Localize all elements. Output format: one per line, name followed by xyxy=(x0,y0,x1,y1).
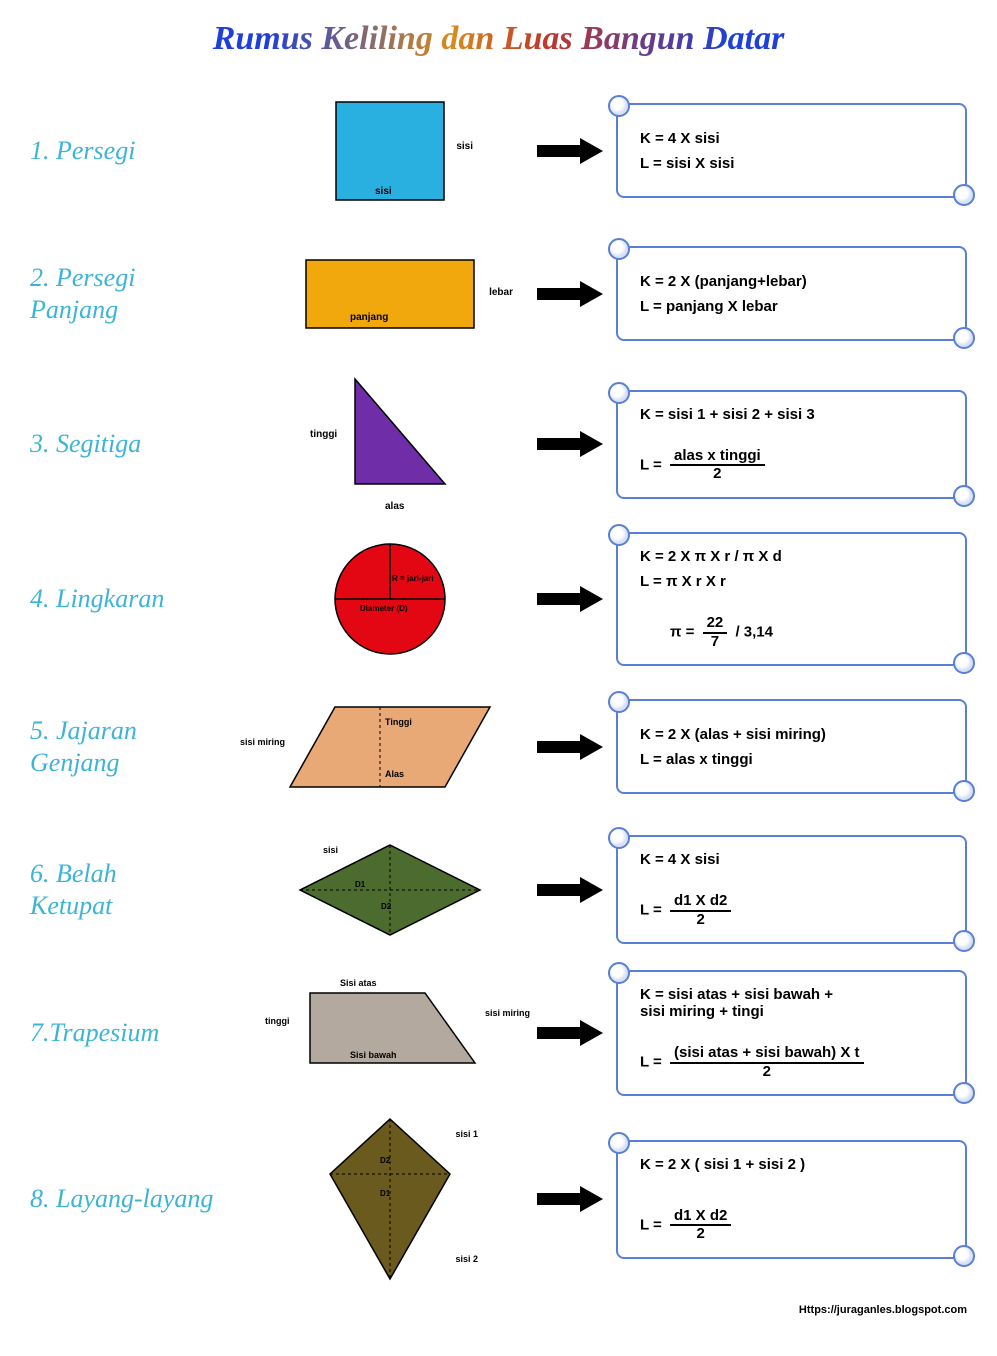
shape-name: 3. Segitiga xyxy=(30,428,250,459)
arrow-icon xyxy=(535,279,605,309)
formula-scroll: K = 2 X (alas + sisi miring) L = alas x … xyxy=(616,699,967,794)
shape-figure-triangle: tinggi alas xyxy=(250,374,530,514)
formula-k: K = 2 X (panjang+lebar) xyxy=(640,273,947,290)
formula-scroll: K = 2 X (panjang+lebar) L = panjang X le… xyxy=(616,246,967,341)
row-persegi: 1. Persegi sisi sisi K = 4 X sisi L = si… xyxy=(30,88,967,213)
row-lingkaran: 4. Lingkaran R = jari-jari Diameter (D) … xyxy=(30,532,967,666)
row-trapesium: 7.Trapesium Sisi atas Sisi bawah tinggi … xyxy=(30,970,967,1096)
arrow-icon xyxy=(535,732,605,762)
shape-name: 1. Persegi xyxy=(30,135,250,166)
arrow-icon xyxy=(535,584,605,614)
shape-name: 2. Persegi Panjang xyxy=(30,262,250,324)
formula-scroll: K = sisi 1 + sisi 2 + sisi 3 L = alas x … xyxy=(616,390,967,499)
page-title: Rumus Keliling dan Luas Bangun Datar xyxy=(30,20,967,58)
formula-k: K = 2 X π X r / π X d xyxy=(640,548,947,565)
formula-l: L = (sisi atas + sisi bawah) X t2 xyxy=(640,1028,947,1080)
shape-name: 7.Trapesium xyxy=(30,1017,250,1048)
row-persegi-panjang: 2. Persegi Panjang lebar panjang K = 2 X… xyxy=(30,231,967,356)
arrow-icon xyxy=(535,1184,605,1214)
shape-figure-kite: sisi 1 sisi 2 D1 D2 xyxy=(250,1114,530,1284)
shape-figure-trapezoid: Sisi atas Sisi bawah tinggi sisi miring xyxy=(250,978,530,1088)
shape-name: 8. Layang-layang xyxy=(30,1183,250,1214)
formula-scroll: K = 4 X sisi L = sisi X sisi xyxy=(616,103,967,198)
formula-l: L = π X r X r xyxy=(640,573,947,590)
formula-l: L = sisi X sisi xyxy=(640,155,947,172)
shape-name: 5. Jajaran Genjang xyxy=(30,715,250,777)
formula-k: K = 2 X (alas + sisi miring) xyxy=(640,726,947,743)
formula-k: K = 2 X ( sisi 1 + sisi 2 ) xyxy=(640,1156,947,1173)
shape-figure-parallelogram: sisi miring Tinggi Alas xyxy=(250,697,530,797)
shape-figure-circle: R = jari-jari Diameter (D) xyxy=(250,539,530,659)
arrow-icon xyxy=(535,875,605,905)
formula-scroll: K = sisi atas + sisi bawah + sisi miring… xyxy=(616,970,967,1096)
arrow-icon xyxy=(535,136,605,166)
formula-k: K = sisi atas + sisi bawah + sisi miring… xyxy=(640,986,947,1020)
formula-pi: π = 227 / 3,14 xyxy=(640,598,947,650)
formula-l: L = d1 X d22 xyxy=(640,1191,947,1243)
formula-l: L = panjang X lebar xyxy=(640,298,947,315)
formula-k: K = 4 X sisi xyxy=(640,851,947,868)
formula-l: L = alas x tinggi xyxy=(640,751,947,768)
shape-name: 6. Belah Ketupat xyxy=(30,858,250,920)
arrow-icon xyxy=(535,1018,605,1048)
arrow-icon xyxy=(535,429,605,459)
row-segitiga: 3. Segitiga tinggi alas K = sisi 1 + sis… xyxy=(30,374,967,514)
shape-figure-square: sisi sisi xyxy=(250,101,530,201)
shape-name: 4. Lingkaran xyxy=(30,583,250,614)
formula-scroll: K = 4 X sisi L = d1 X d22 xyxy=(616,835,967,944)
formula-k: K = 4 X sisi xyxy=(640,130,947,147)
shape-figure-rhombus: sisi D1 D2 xyxy=(250,840,530,940)
row-belah-ketupat: 6. Belah Ketupat sisi D1 D2 K = 4 X sisi… xyxy=(30,827,967,952)
footer-credit: Https://juraganles.blogspot.com xyxy=(30,1304,967,1316)
shape-figure-rectangle: lebar panjang xyxy=(250,259,530,329)
row-jajaran-genjang: 5. Jajaran Genjang sisi miring Tinggi Al… xyxy=(30,684,967,809)
formula-k: K = sisi 1 + sisi 2 + sisi 3 xyxy=(640,406,947,423)
formula-scroll: K = 2 X π X r / π X d L = π X r X r π = … xyxy=(616,532,967,666)
formula-scroll: K = 2 X ( sisi 1 + sisi 2 ) L = d1 X d22 xyxy=(616,1140,967,1259)
formula-l: L = d1 X d22 xyxy=(640,876,947,928)
row-layang-layang: 8. Layang-layang sisi 1 sisi 2 D1 D2 K =… xyxy=(30,1114,967,1284)
formula-l: L = alas x tinggi2 xyxy=(640,431,947,483)
